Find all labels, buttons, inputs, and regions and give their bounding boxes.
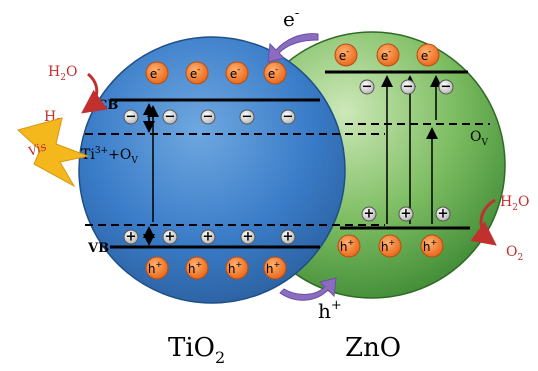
svg-text:−: − — [165, 110, 176, 125]
svg-text:e-: e- — [230, 65, 240, 82]
oxidation-arrow — [470, 198, 497, 246]
hole-transfer-label: h+ — [318, 298, 342, 323]
zno-trapped-hole: + — [398, 206, 414, 222]
defect-label: Ti3++OV — [81, 146, 138, 166]
svg-text:h+: h+ — [228, 260, 242, 277]
tio2-trapped-hole: + — [200, 229, 216, 245]
oxidation-reactant-label: H2O — [500, 194, 529, 213]
tio2-trapped-electron: − — [239, 109, 255, 125]
svg-text:+: + — [243, 230, 254, 245]
electron-transfer-arrow — [267, 33, 319, 63]
svg-text:e-: e- — [381, 47, 391, 64]
light-bolt-icon — [16, 117, 90, 188]
reduction-reactant-label: H2O — [48, 64, 77, 83]
zno-trapped-electron: − — [359, 79, 375, 95]
svg-text:+: + — [203, 230, 214, 245]
zno-hole: h+ — [420, 234, 444, 258]
tio2-electron: e- — [185, 61, 209, 85]
tio2-trapped-hole: + — [123, 229, 139, 245]
tio2-hole: h+ — [225, 256, 249, 280]
svg-text:−: − — [126, 110, 137, 125]
zno-electron: e- — [334, 43, 358, 67]
zno-trapped-hole: + — [361, 206, 377, 222]
zno-trapped-hole: + — [435, 206, 451, 222]
svg-text:−: − — [403, 80, 414, 95]
svg-text:e-: e- — [190, 65, 200, 82]
tio2-trapped-electron: − — [200, 109, 216, 125]
zno-hole: h+ — [378, 234, 402, 258]
zno-label: ZnO — [345, 333, 401, 363]
zno-electron: e- — [376, 43, 400, 67]
electron-transfer-label: e- — [283, 6, 299, 31]
tio2-electron: e- — [225, 61, 249, 85]
cb-label: CB — [97, 98, 118, 113]
svg-text:e-: e- — [268, 65, 278, 82]
svg-text:+: + — [364, 207, 375, 222]
tio2-hole: h+ — [263, 256, 287, 280]
svg-text:h+: h+ — [188, 260, 202, 277]
tio2-trapped-hole: + — [240, 229, 256, 245]
svg-text:e-: e- — [421, 47, 431, 64]
tio2-hole: h+ — [145, 256, 169, 280]
tio2-trapped-hole: + — [162, 229, 178, 245]
vb-label: VB — [87, 241, 109, 256]
svg-text:h+: h+ — [266, 260, 280, 277]
zno-hole: h+ — [337, 234, 361, 258]
oxidation-product-label: O2 — [506, 244, 523, 263]
svg-text:+: + — [401, 207, 412, 222]
tio2-electron: e- — [263, 61, 287, 85]
zno-electron: e- — [416, 43, 440, 67]
zno-trapped-electron: − — [400, 79, 416, 95]
svg-text:h+: h+ — [381, 238, 395, 255]
svg-text:+: + — [165, 230, 176, 245]
light-label: Vis — [26, 139, 48, 158]
svg-text:−: − — [441, 80, 452, 95]
tio2-label: TiO2 — [168, 333, 225, 367]
svg-text:+: + — [283, 230, 294, 245]
svg-text:h+: h+ — [148, 260, 162, 277]
tio2-trapped-electron: − — [162, 109, 178, 125]
tio2-electron: e- — [145, 61, 169, 85]
tio2-hole: h+ — [185, 256, 209, 280]
tio2-trapped-electron: − — [280, 109, 296, 125]
hole-transfer-arrow — [279, 277, 337, 301]
svg-text:+: + — [438, 207, 449, 222]
zno-trapped-electron: − — [438, 79, 454, 95]
svg-text:e-: e- — [339, 47, 349, 64]
svg-text:−: − — [362, 80, 373, 95]
svg-text:−: − — [203, 110, 214, 125]
tio2-trapped-hole: + — [280, 229, 296, 245]
tio2-sphere — [78, 36, 346, 304]
ov-label: OV — [470, 129, 488, 148]
svg-text:e-: e- — [150, 65, 160, 82]
svg-text:−: − — [242, 110, 253, 125]
tio2-trapped-electron: − — [123, 109, 139, 125]
reduction-arrow — [81, 72, 108, 114]
svg-text:+: + — [126, 230, 137, 245]
svg-text:h+: h+ — [340, 238, 354, 255]
svg-text:h+: h+ — [423, 238, 437, 255]
svg-text:−: − — [283, 110, 294, 125]
